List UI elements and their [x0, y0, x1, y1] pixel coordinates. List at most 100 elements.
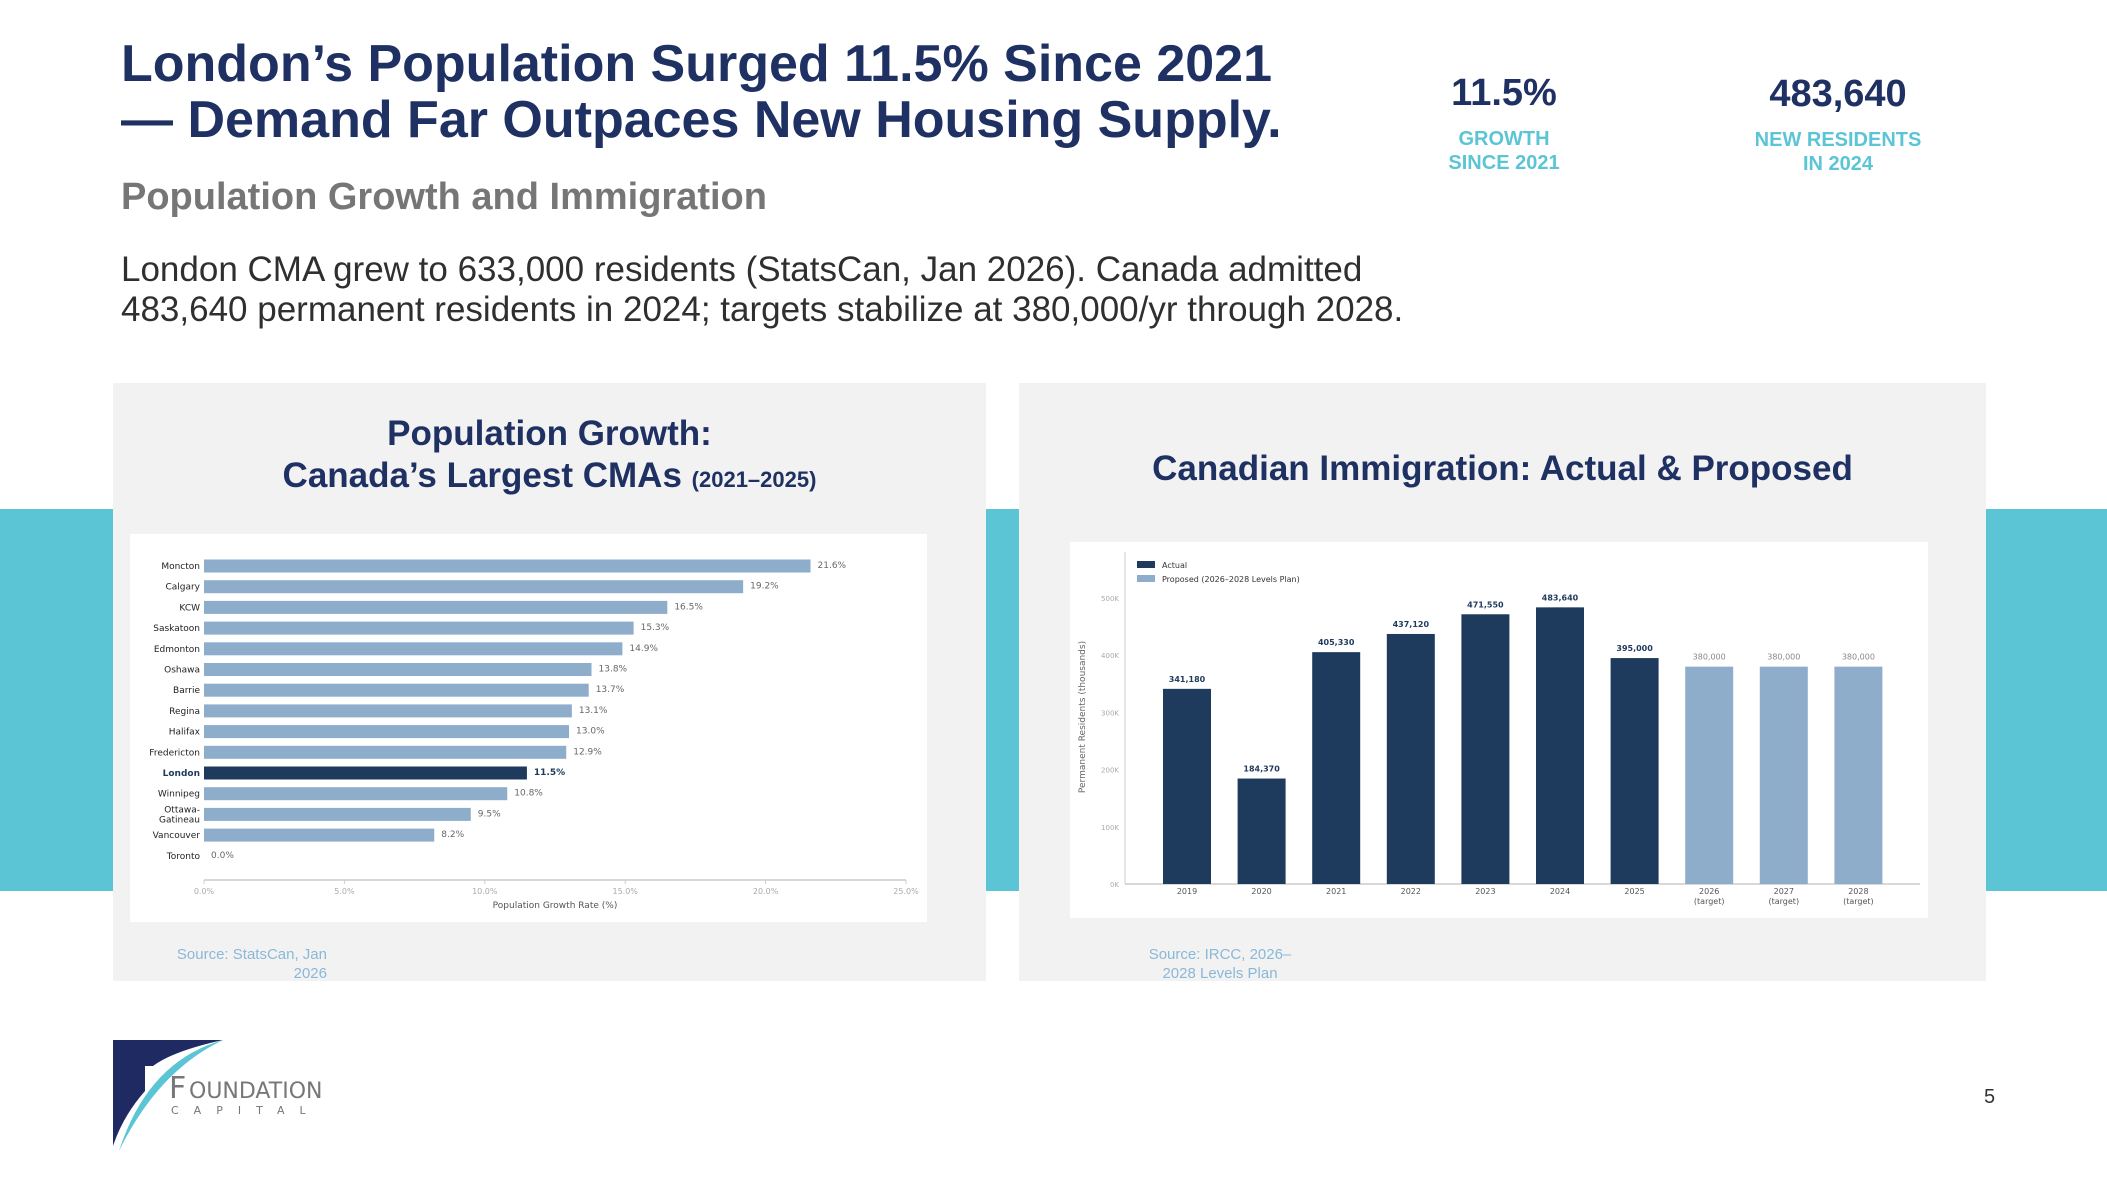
- title-line: — Demand Far Outpaces New Housing Supply…: [121, 91, 1282, 149]
- bar-2027: [1759, 666, 1808, 884]
- y-tick-label: 300K: [1101, 709, 1119, 717]
- legend-swatch-actual: [1137, 561, 1155, 568]
- page-number: 5: [1984, 1086, 1996, 1108]
- title-line: London’s Population Surged 11.5% Since 2…: [121, 35, 1273, 93]
- section-subtitle: Population Growth and Immigration: [121, 176, 767, 218]
- immigration-chart: 0K 100K 200K 300K 400K 500K Permanent Resident…: [1070, 542, 1928, 918]
- value-label: 13.1%: [579, 706, 608, 716]
- panel-title: Population Growth: Canada’s Largest CMAs …: [113, 413, 986, 501]
- value-label: 15.3%: [641, 623, 670, 633]
- x-tick-label: (target): [1694, 897, 1725, 906]
- category-label: Fredericton: [149, 748, 200, 758]
- x-tick-label: 2022: [1401, 887, 1421, 896]
- value-label: 471,550: [1467, 600, 1504, 609]
- kpi-label: NEW RESIDENTS: [1754, 129, 1922, 151]
- value-label: 380,000: [1767, 653, 1800, 662]
- population-growth-chart: Moncton 21.6% Calgary 19.2% KCW 16.5% Saskatoo…: [130, 534, 927, 922]
- x-tick-label: 2019: [1177, 887, 1197, 896]
- foundation-capital-logo: F OUNDATION CAPITAL: [113, 1036, 328, 1159]
- bar-2019: [1163, 688, 1211, 884]
- category-label: Oshawa: [164, 666, 200, 676]
- x-tick-label: 2021: [1326, 887, 1346, 896]
- bar-2023: [1461, 614, 1510, 884]
- source-line: Source: StatsCan, Jan: [176, 946, 327, 963]
- value-label: 13.0%: [576, 727, 605, 737]
- bar-2028: [1834, 666, 1883, 884]
- x-tick-label: (target): [1843, 897, 1874, 906]
- bar-2024: [1536, 607, 1584, 884]
- value-label: 0.0%: [211, 851, 234, 861]
- value-label: 19.2%: [750, 582, 779, 592]
- bar-kcw: [204, 600, 668, 614]
- value-label: 11.5%: [534, 768, 565, 778]
- legend-label: Actual: [1162, 561, 1187, 570]
- category-label: Halifax: [169, 728, 201, 738]
- x-tick-label: 2023: [1475, 887, 1495, 896]
- category-label: Moncton: [161, 562, 200, 572]
- bar-london: [204, 766, 527, 780]
- category-label: Barrie: [173, 686, 200, 696]
- bar-regina: [204, 704, 572, 718]
- y-tick-label: 400K: [1101, 652, 1119, 660]
- value-label: 8.2%: [441, 830, 464, 840]
- x-tick-label: (target): [1769, 897, 1800, 906]
- body-text: London CMA grew to 633,000 residents (St…: [121, 250, 1404, 329]
- source-line: 2026: [293, 965, 327, 982]
- bar-2021: [1312, 652, 1361, 884]
- x-axis-label: Population Growth Rate (%): [493, 901, 618, 911]
- kpi-value: 11.5%: [1451, 72, 1557, 114]
- bar-halifax: [204, 725, 570, 739]
- bar-oshawa: [204, 663, 592, 676]
- value-label: 10.8%: [514, 789, 543, 799]
- category-label: KCW: [179, 603, 200, 613]
- category-label: Saskatoon: [153, 624, 200, 634]
- y-tick-label: 100K: [1101, 824, 1119, 832]
- source-note: Source: IRCC, 2026– 2028 Levels Plan: [1119, 945, 1321, 983]
- category-label: Ottawa-: [164, 805, 200, 815]
- x-tick-label: 5.0%: [334, 887, 355, 896]
- value-label: 184,370: [1243, 765, 1280, 774]
- x-tick-label: 0.0%: [194, 887, 215, 896]
- category-label: Calgary: [165, 583, 200, 593]
- value-label: 12.9%: [573, 747, 602, 757]
- y-tick-label: 200K: [1101, 767, 1119, 775]
- bar-saskatoon: [204, 621, 634, 635]
- category-label: Winnipeg: [158, 790, 200, 800]
- x-tick-label: 25.0%: [893, 887, 919, 896]
- value-label: 483,640: [1542, 593, 1579, 602]
- source-note: Source: StatsCan, Jan 2026: [133, 945, 327, 983]
- bar-winnipeg: [204, 787, 508, 801]
- value-label: 380,000: [1842, 653, 1875, 662]
- source-line: Source: IRCC, 2026–: [1148, 946, 1292, 963]
- category-label: Edmonton: [154, 645, 200, 655]
- y-tick-label: 0K: [1110, 881, 1119, 889]
- bar-calgary: [204, 580, 744, 594]
- value-label: 21.6%: [818, 561, 847, 571]
- value-label: 395,000: [1616, 644, 1653, 653]
- value-label: 13.7%: [596, 685, 625, 695]
- value-label: 14.9%: [629, 644, 658, 654]
- bar-2020: [1237, 778, 1286, 884]
- category-label: Toronto: [166, 852, 201, 862]
- bar-2026: [1685, 666, 1734, 884]
- x-tick-label: 2025: [1624, 887, 1644, 896]
- population-growth-panel: Population Growth: Canada’s Largest CMAs …: [113, 383, 986, 983]
- value-label: 16.5%: [674, 602, 703, 612]
- title-suffix: (2021–2025): [691, 467, 817, 492]
- bar-fredericton: [204, 745, 567, 759]
- title-line: Canada’s Largest CMAs: [282, 456, 682, 495]
- svg-text:OUNDATION: OUNDATION: [189, 1079, 322, 1104]
- category-label: Regina: [169, 707, 200, 717]
- bar-2022: [1386, 633, 1435, 884]
- bar-2025: [1610, 658, 1659, 884]
- category-label: Gatineau: [159, 815, 200, 825]
- kpi-label: GROWTH: [1458, 128, 1550, 150]
- value-label: 9.5%: [478, 809, 501, 819]
- x-tick-label: 2020: [1251, 887, 1271, 896]
- immigration-panel: Canadian Immigration: Actual & Proposed …: [1019, 383, 1986, 983]
- bar-ottawa-gatineau: [204, 807, 471, 821]
- value-label: 405,330: [1318, 638, 1355, 647]
- x-tick-label: 2028: [1848, 887, 1868, 896]
- title-line: Population Growth:: [387, 414, 712, 453]
- svg-text:F: F: [169, 1071, 186, 1106]
